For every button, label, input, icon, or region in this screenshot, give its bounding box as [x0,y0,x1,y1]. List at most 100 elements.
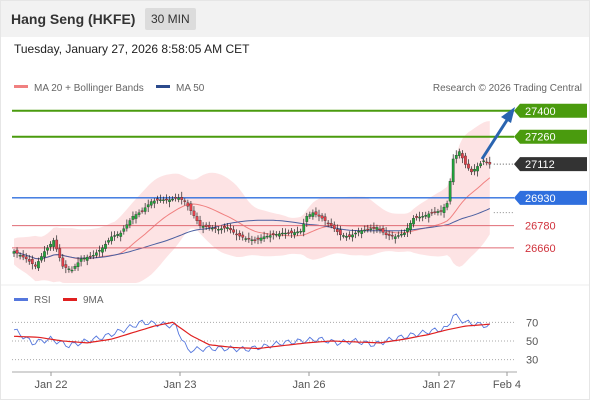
timestamp: Tuesday, January 27, 2026 8:58:05 AM CET [14,42,250,56]
timeframe-badge[interactable]: 30 MIN [145,8,196,30]
chart-header: Hang Seng (HKFE) 30 MIN [1,1,589,37]
pivot-tag-26930 [514,190,587,205]
resistance-tag-27260 [514,129,587,144]
candle-body [30,259,34,265]
candle-body [274,234,278,236]
candle-body [98,250,101,252]
bollinger-band-fill [14,121,490,283]
candle-body [445,203,449,208]
candle-body [101,247,104,253]
candle-body [259,237,263,241]
bollinger-band [14,121,490,283]
current-price-tag [514,157,587,172]
rsi-panel: 70 50 30 [12,313,538,367]
candle-body [262,236,266,239]
candle-body [390,234,394,237]
candle-body [95,252,98,256]
candle-body [204,224,208,227]
candle-body [317,214,321,217]
candle-body [104,243,107,249]
support-label-26660: 26660 [525,243,556,255]
candle-body [201,226,205,228]
candle-body [140,210,144,212]
candle-body [195,216,199,221]
candle-body [162,199,165,201]
candle-body [159,199,162,201]
candle-body [198,220,202,226]
candle-body [61,257,65,267]
candle-body [415,216,418,218]
candle-body [268,235,272,238]
candle-body [241,234,245,238]
candle-body [421,216,425,218]
candle-body [52,240,56,247]
candle-body [302,223,306,233]
candle-body [213,227,217,229]
candle-body [378,228,382,231]
candle-body [165,198,168,201]
candle-body [131,216,135,220]
ma50-legend-swatch [156,85,170,88]
candle-body [396,235,400,237]
candle-body [122,228,126,232]
candle-body [277,233,281,237]
candle-body [393,236,397,239]
current-price-label: 27112 [525,159,555,171]
candle-body [192,210,196,216]
rsi-legend-label: RSI [34,295,51,306]
candle-body [73,266,77,269]
candles [12,148,492,274]
support-label-26780: 26780 [525,221,556,233]
candle-body [418,216,422,219]
candle-body [464,155,467,165]
candle-body [470,168,473,173]
candle-body [338,229,342,236]
candle-body [485,161,489,164]
candle-body [406,227,409,232]
candle-body [223,225,226,229]
candle-body [323,216,327,221]
candle-body [424,214,428,217]
candle-body [18,255,22,257]
candle-body [366,228,370,231]
candle-body [369,228,373,230]
candle-body [155,198,159,201]
ma20-legend-label: MA 20 + Bollinger Bands [34,83,144,94]
candle-body [457,151,461,156]
candle-body [91,255,95,257]
candle-body [88,255,92,258]
candle-body [67,268,71,270]
candle-body [451,158,455,183]
candle-body [290,230,293,234]
candle-body [40,256,43,261]
candle-body [134,214,138,219]
candle-body [442,206,446,213]
candle-body [55,239,59,250]
rsi-tick-70: 70 [526,317,538,329]
candle-body [357,231,361,233]
x-tick-label: Jan 23 [163,379,196,391]
candle-body [247,237,251,240]
candle-body [467,163,470,169]
candle-body [152,200,156,204]
candle-body [232,229,235,233]
candle-body [427,213,431,218]
resistance-label-27400: 27400 [525,106,556,118]
candle-body [46,247,49,251]
candle-body [375,227,379,230]
candle-body [85,256,89,261]
resistance-label-27260: 27260 [525,132,556,144]
candle-body [183,200,187,202]
candle-body [34,264,37,267]
x-tick-label: Jan 22 [34,379,67,391]
candle-body [384,232,388,236]
candle-body [189,203,193,211]
candle-body [256,237,260,240]
candle-body [329,223,333,226]
ma9-legend-label: 9MA [83,295,104,306]
candle-body [119,232,123,237]
candle-body [284,232,287,235]
candle-body [299,231,303,233]
candle-body [314,211,318,215]
